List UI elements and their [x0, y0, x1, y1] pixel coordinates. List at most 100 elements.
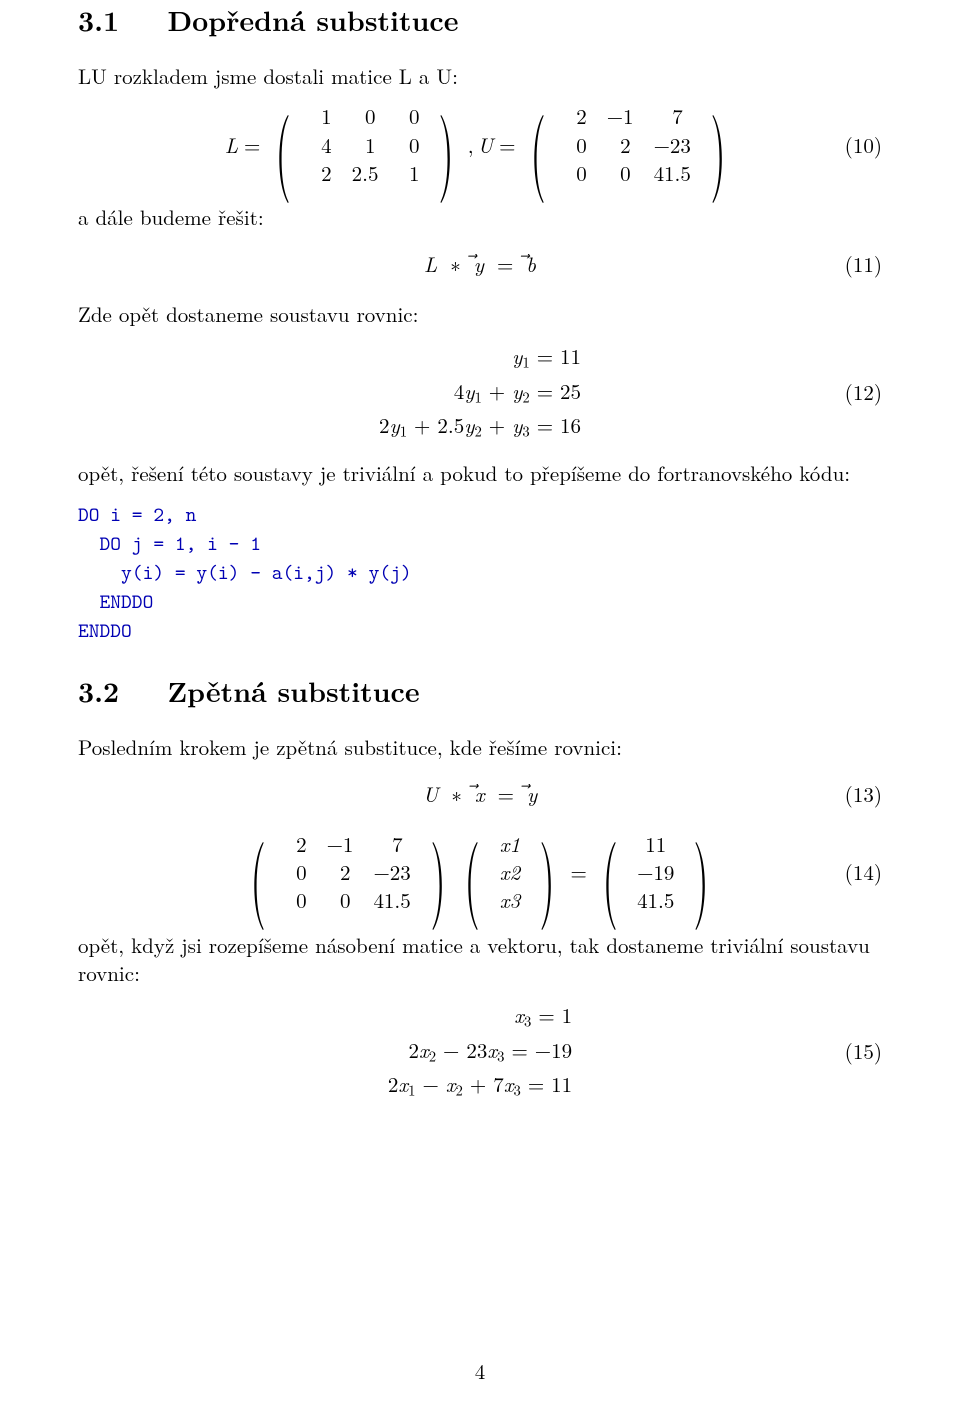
op: + 7 [463, 1069, 504, 1099]
m-cell: 0 [398, 131, 419, 159]
m-cell: 1 [398, 159, 419, 187]
equation-number: (10) [845, 130, 882, 160]
op: + [482, 376, 512, 406]
equation-12: y1 = 11 4y1 + y2 = 25 2y1 + 2.5y2 + y3 =… [78, 340, 882, 443]
m-cell: 1 [355, 131, 376, 159]
vector-rhs: ( 11−1941.5 ) [593, 830, 719, 915]
system-row: 2y1 + 2.5y2 + y3 = 16 [379, 409, 581, 443]
vec-b: b [526, 249, 536, 279]
sub: 3 [522, 421, 529, 442]
op: − [415, 1069, 445, 1099]
sub: 3 [513, 1080, 520, 1101]
var: x [504, 1069, 514, 1099]
var: y [512, 376, 522, 406]
rhs: = 11 [530, 341, 581, 371]
m-cell: 0 [398, 102, 419, 130]
page: 3.1 Dopředná substituce LU rozkladem jsm… [0, 0, 960, 1412]
rhs: = 16 [530, 410, 581, 440]
m-cell: 41.5 [637, 886, 674, 914]
section-number: 3.1 [78, 0, 119, 40]
matrix-L: ( 142 012.5 001 ) [266, 102, 463, 187]
system-row: y1 = 11 [512, 340, 581, 374]
m-cell: 41.5 [373, 886, 410, 914]
var: x [398, 1069, 408, 1099]
m-cell: 2 [330, 858, 351, 886]
intro-text-2: Posledním krokem je zpětná substituce, k… [78, 733, 882, 761]
op: − 23 [436, 1035, 487, 1065]
system-row: 4y1 + y2 = 25 [454, 375, 581, 409]
equation-10: L = ( 142 012.5 001 ) , U = ( 200 −120 7… [78, 102, 882, 187]
vec-y: y [527, 779, 537, 809]
matrix-U: ( 200 −120 7−2341.5 ) [521, 102, 735, 187]
lead-3: Zde opět dostaneme soustavu rovnic: [78, 300, 882, 328]
matrix-U-14: ( 200 −120 7−2341.5 ) [241, 830, 455, 915]
section-heading-3-2: 3.2 Zpětná substituce [78, 671, 882, 711]
m-cell: −23 [654, 131, 691, 159]
var: y [512, 410, 522, 440]
vec-x: x [475, 779, 485, 809]
equation-number: (12) [845, 377, 882, 407]
rhs: = 11 [521, 1069, 572, 1099]
coef: 2 [379, 410, 390, 440]
m-cell: 4 [311, 131, 332, 159]
vector-x: ( x1x2x3 ) [455, 830, 564, 915]
equation-number: (13) [845, 779, 882, 809]
m-cell: 0 [330, 886, 351, 914]
var: x [514, 1000, 524, 1030]
page-number: 4 [0, 1356, 960, 1386]
equation-11: L ∗ y = b (11) [78, 244, 882, 284]
var: y [512, 341, 522, 371]
m-cell: 11 [645, 830, 666, 858]
op-star: ∗ [444, 249, 467, 279]
m-cell: 0 [610, 159, 631, 187]
m-cell: −1 [327, 830, 354, 858]
system-15: x3 = 1 2x2 − 23x3 = −19 2x1 − x2 + 7x3 =… [388, 999, 572, 1102]
var: y [389, 410, 399, 440]
m-cell: 0 [566, 159, 587, 187]
m-cell: 2 [610, 131, 631, 159]
sub: 1 [522, 352, 529, 373]
op-star: ∗ [445, 779, 468, 809]
m-cell: 0 [355, 102, 376, 130]
lead-5: opět, když jsi rozepíšeme násobení matic… [78, 931, 882, 988]
m-cell: 2.5 [352, 159, 379, 187]
m-cell: 2 [311, 159, 332, 187]
sym-U: U [423, 779, 439, 809]
var: x [446, 1069, 456, 1099]
section-title: Zpětná substituce [167, 671, 419, 711]
var: x [419, 1035, 429, 1065]
coef: 2 [408, 1035, 419, 1065]
system-12: y1 = 11 4y1 + y2 = 25 2y1 + 2.5y2 + y3 =… [379, 340, 581, 443]
vec-y: y [474, 249, 484, 279]
equation-number: (11) [845, 249, 882, 279]
m-cell: −23 [373, 858, 410, 886]
m-cell: 0 [566, 131, 587, 159]
var: y [464, 376, 474, 406]
sub: 1 [400, 421, 407, 442]
symbol-U: U [478, 130, 494, 160]
sub: 2 [456, 1080, 463, 1101]
code-block-1: DO i = 2, n DO j = 1, i - 1 y(i) = y(i) … [78, 500, 882, 646]
coef: 2 [388, 1069, 399, 1099]
sub: 2 [474, 421, 481, 442]
equation-number: (15) [845, 1036, 882, 1066]
equation-13: U ∗ x = y (13) [78, 774, 882, 814]
intro-text: LU rozkladem jsme dostali matice L a U: [78, 62, 882, 90]
m-cell: −19 [637, 858, 674, 886]
system-row: x3 = 1 [514, 999, 572, 1033]
m-cell: 41.5 [654, 159, 691, 187]
section-title: Dopředná substituce [167, 0, 458, 40]
m-cell: 7 [382, 830, 403, 858]
m-cell: 2 [286, 830, 307, 858]
m-cell: −1 [607, 102, 634, 130]
section-number: 3.2 [78, 671, 119, 711]
op-eq: = [564, 857, 592, 887]
m-cell: 0 [286, 886, 307, 914]
sub: 2 [429, 1046, 436, 1067]
op-eq: = [492, 779, 520, 809]
sub: 1 [474, 386, 481, 407]
equation-number: (14) [845, 857, 882, 887]
m-cell: x2 [499, 858, 520, 886]
sym-L: L [424, 249, 437, 279]
m-cell: 7 [662, 102, 683, 130]
